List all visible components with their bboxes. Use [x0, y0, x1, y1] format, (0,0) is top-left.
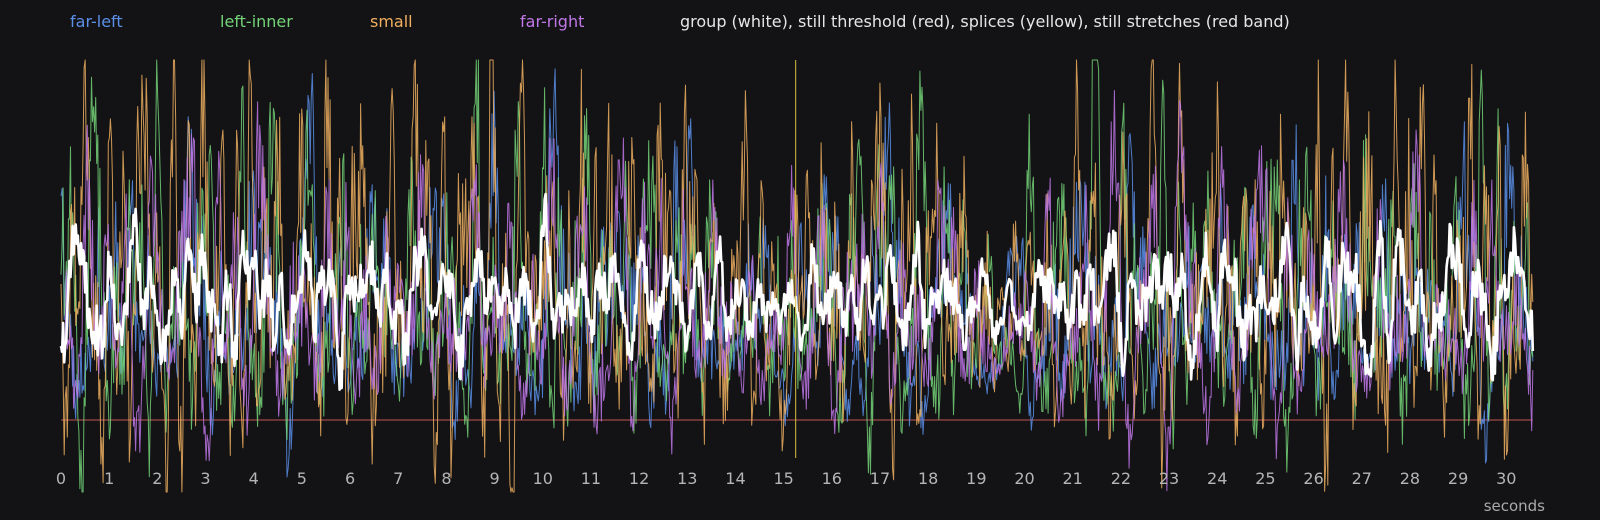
x-tick-label: 24	[1207, 469, 1227, 488]
x-tick-label: 30	[1496, 469, 1516, 488]
x-tick-label: 0	[56, 469, 66, 488]
legend-far-right: far-right	[520, 12, 585, 31]
x-tick-label: 9	[489, 469, 499, 488]
x-tick-label: 10	[533, 469, 553, 488]
x-tick-label: 16	[822, 469, 842, 488]
x-tick-label: 13	[677, 469, 697, 488]
legend-small: small	[370, 12, 413, 31]
x-tick-label: 2	[152, 469, 162, 488]
x-tick-label: 17	[870, 469, 890, 488]
x-tick-label: 27	[1352, 469, 1372, 488]
x-tick-label: 8	[441, 469, 451, 488]
series-line-group	[59, 192, 1535, 391]
x-tick-label: 22	[1111, 469, 1131, 488]
x-tick-label: 25	[1255, 469, 1275, 488]
chart-caption: group (white), still threshold (red), sp…	[680, 12, 1290, 31]
x-tick-label: 18	[918, 469, 938, 488]
x-tick-label: 20	[1014, 469, 1034, 488]
series-line-left-inner	[60, 59, 1534, 493]
x-tick-label: 12	[629, 469, 649, 488]
x-tick-label: 4	[249, 469, 259, 488]
x-tick-label: 3	[200, 469, 210, 488]
x-tick-label: 7	[393, 469, 403, 488]
x-axis-title: seconds	[1483, 497, 1545, 515]
x-tick-label: 1	[104, 469, 114, 488]
x-tick-label: 11	[581, 469, 601, 488]
x-tick-label: 28	[1400, 469, 1420, 488]
x-tick-label: 19	[966, 469, 986, 488]
x-tick-label: 26	[1303, 469, 1323, 488]
x-tick-label: 5	[297, 469, 307, 488]
legend-far-left: far-left	[70, 12, 123, 31]
x-tick-label: 21	[1063, 469, 1083, 488]
x-tick-label: 15	[773, 469, 793, 488]
legend-left-inner: left-inner	[220, 12, 293, 31]
x-tick-label: 23	[1159, 469, 1179, 488]
x-tick-label: 6	[345, 469, 355, 488]
x-tick-label: 29	[1448, 469, 1468, 488]
x-tick-label: 14	[725, 469, 745, 488]
